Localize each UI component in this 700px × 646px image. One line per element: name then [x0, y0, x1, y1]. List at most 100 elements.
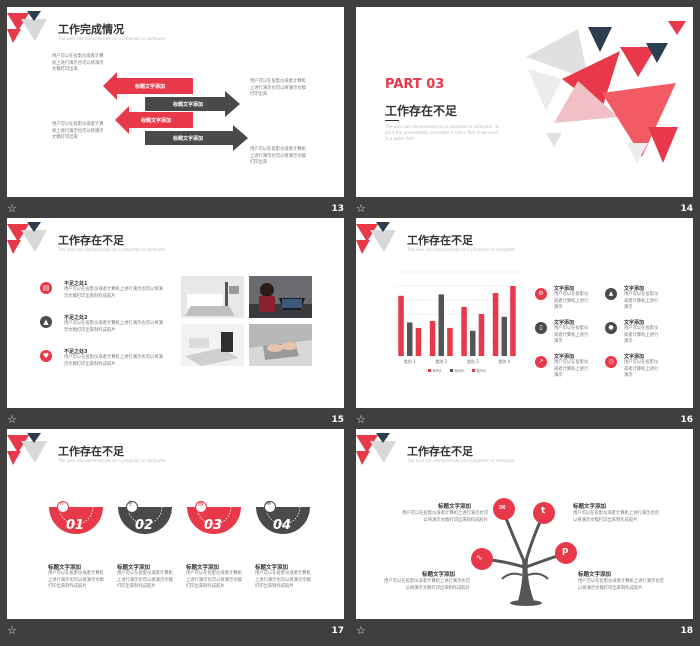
slide-14: PART 03 工作存在不足 The user can demonstrate …: [356, 7, 693, 197]
step-title-2: 标题文字添加: [117, 565, 151, 571]
bar: [501, 316, 507, 356]
step-circles-graphic: [49, 489, 310, 534]
step-number-4: 04: [273, 518, 292, 533]
person-icon: ●: [605, 322, 617, 334]
corner-triangles-decoration: [356, 222, 396, 254]
star-icon[interactable]: ☆: [7, 202, 17, 215]
legend-label: 系列1: [433, 368, 442, 373]
step-text-3: 用户可以在投影仪或者计算机上进行演示也可以将演示文稿打印出来制作成胶片: [186, 571, 242, 590]
block-title-2: 文字添加: [624, 286, 645, 292]
block-title-5: 文字添加: [554, 354, 575, 360]
block-text-1: 用户可以在投影仪或者计算机上进行演示: [554, 292, 589, 311]
star-icon[interactable]: ☆: [356, 624, 366, 637]
bar: [407, 322, 413, 356]
slide-status-bar: ☆ 13: [7, 200, 344, 218]
slide-status-bar: ☆ 15: [7, 411, 344, 429]
chart-icon: ▲: [605, 288, 617, 300]
desc-right-bottom: 用户可以在投影仪或者计算机上进行演示也可以将演示文稿打印出来: [250, 147, 306, 166]
item-text-1: 用户可以在投影仪或者计算机上进行演示也可以将演示文稿打印出来制作成胶片: [64, 287, 163, 299]
slide-subtitle: The user can demonstrate on a projector …: [58, 36, 166, 41]
arrow-label-1: 标题文字添加: [135, 84, 166, 90]
mail-icon: ✉: [499, 503, 506, 512]
slide-15: 工作存在不足 The user can demonstrate on a pro…: [7, 218, 344, 408]
step-title-4: 标题文字添加: [255, 565, 289, 571]
star-icon[interactable]: ☆: [7, 413, 17, 426]
slide-16: 工作存在不足 The user can demonstrate on a pro…: [356, 218, 693, 408]
slide-number: 16: [680, 415, 693, 425]
slide-number: 15: [331, 415, 344, 425]
step-title-1: 标题文字添加: [48, 565, 82, 571]
star-icon[interactable]: ☆: [356, 202, 366, 215]
slide-subtitle: The user can demonstrate on a projector …: [58, 458, 166, 463]
x-tick-label: 类别 2: [435, 358, 447, 364]
item-title-2: 不足之处2: [64, 315, 88, 321]
item-title-3: 不足之处3: [64, 349, 88, 355]
legend-label: 系列2: [455, 368, 464, 373]
x-tick-label: 类别 1: [404, 358, 416, 364]
bar-chart: 类别 1 类别 2 类别 3 类别 4 系列1 系列2 系列3: [394, 271, 520, 373]
item-text-3: 用户可以在投影仪或者计算机上进行演示也可以将演示文稿打印出来制作成胶片: [64, 355, 163, 367]
item-title-1: 不足之处1: [64, 281, 88, 287]
arrow-label-3: 标题文字添加: [141, 118, 172, 124]
legend-swatch: [472, 369, 475, 372]
step-number-2: 02: [135, 518, 154, 533]
label-title-top-right: 标题文字添加: [573, 504, 607, 510]
pulse-icon: ∿: [476, 553, 483, 562]
bar: [398, 295, 404, 356]
photo-office-phone: [181, 324, 244, 366]
block-text-6: 用户可以在投影仪或者计算机上进行演示: [624, 360, 659, 379]
step-number-3: 03: [204, 518, 223, 533]
label-text-top-right: 用户可以在投影仪或者计算机上进行演示也可以将演示文稿打印出来制作成胶片: [573, 511, 659, 523]
block-title-6: 文字添加: [624, 354, 645, 360]
legend-swatch: [450, 369, 453, 372]
legend-swatch: [428, 369, 431, 372]
block-title-4: 文字添加: [624, 320, 645, 326]
arrow-diagram: [103, 72, 248, 151]
slide-title: 工作存在不足: [407, 445, 473, 458]
bar: [478, 314, 485, 356]
phone-icon: ▯: [535, 322, 547, 334]
bar: [492, 293, 499, 356]
doc-icon: ▤: [198, 500, 204, 507]
star-icon[interactable]: ☆: [356, 413, 366, 426]
bar: [461, 307, 467, 356]
bar: [510, 286, 516, 356]
block-text-3: 用户可以在投影仪或者计算机上进行演示: [554, 326, 589, 345]
corner-triangles-decoration: [7, 222, 47, 254]
arrow-label-4: 标题文字添加: [173, 136, 204, 142]
slide-17: 工作存在不足 The user can demonstrate on a pro…: [7, 429, 344, 619]
photo-typing-hands: [249, 324, 312, 366]
slide-title: 工作存在不足: [58, 445, 124, 458]
step-title-3: 标题文字添加: [186, 565, 220, 571]
tumblr-icon: t: [541, 506, 546, 516]
slide-title: 工作存在不足: [407, 234, 473, 247]
bar: [447, 328, 453, 356]
slide-subtitle: The user can demonstrate on a projector …: [407, 247, 515, 252]
part-title: 工作存在不足: [385, 104, 458, 118]
slide-subtitle: The user can demonstrate on a projector …: [58, 247, 166, 252]
bar: [429, 321, 436, 356]
slide-status-bar: ☆ 18: [356, 622, 693, 640]
tree-graphic: [471, 498, 577, 606]
label-text-bottom-left: 用户可以在投影仪或者计算机上进行演示也可以将演示文稿打印出来制作成胶片: [384, 579, 470, 591]
pinterest-icon: p: [562, 546, 569, 556]
slide-status-bar: ☆ 16: [356, 411, 693, 429]
arrow-label-2: 标题文字添加: [173, 102, 204, 108]
star-icon[interactable]: ☆: [7, 624, 17, 637]
label-title-bottom-right: 标题文字添加: [578, 572, 612, 578]
desc-left-top: 用户可以在投影仪或者计算机上进行演示也可以将演示文稿打印出来: [52, 54, 104, 73]
slide-number: 14: [680, 204, 693, 214]
link-icon: ∞: [59, 500, 64, 507]
slide-status-bar: ☆ 14: [356, 200, 693, 218]
step-text-4: 用户可以在投影仪或者计算机上进行演示也可以将演示文稿打印出来制作成胶片: [255, 571, 311, 590]
slide-status-bar: ☆ 17: [7, 622, 344, 640]
bike-icon: ⚲: [128, 500, 133, 507]
slide-title: 工作完成情况: [58, 23, 124, 36]
slide-number: 18: [680, 626, 693, 636]
block-title-1: 文字添加: [554, 286, 575, 292]
slide-number: 17: [331, 626, 344, 636]
slide-subtitle: The user can demonstrate on a projector …: [407, 458, 515, 463]
block-text-5: 用户可以在投影仪或者计算机上进行演示: [554, 360, 589, 379]
x-tick-label: 类别 4: [498, 358, 510, 364]
chart-icon: ▲: [40, 316, 52, 328]
